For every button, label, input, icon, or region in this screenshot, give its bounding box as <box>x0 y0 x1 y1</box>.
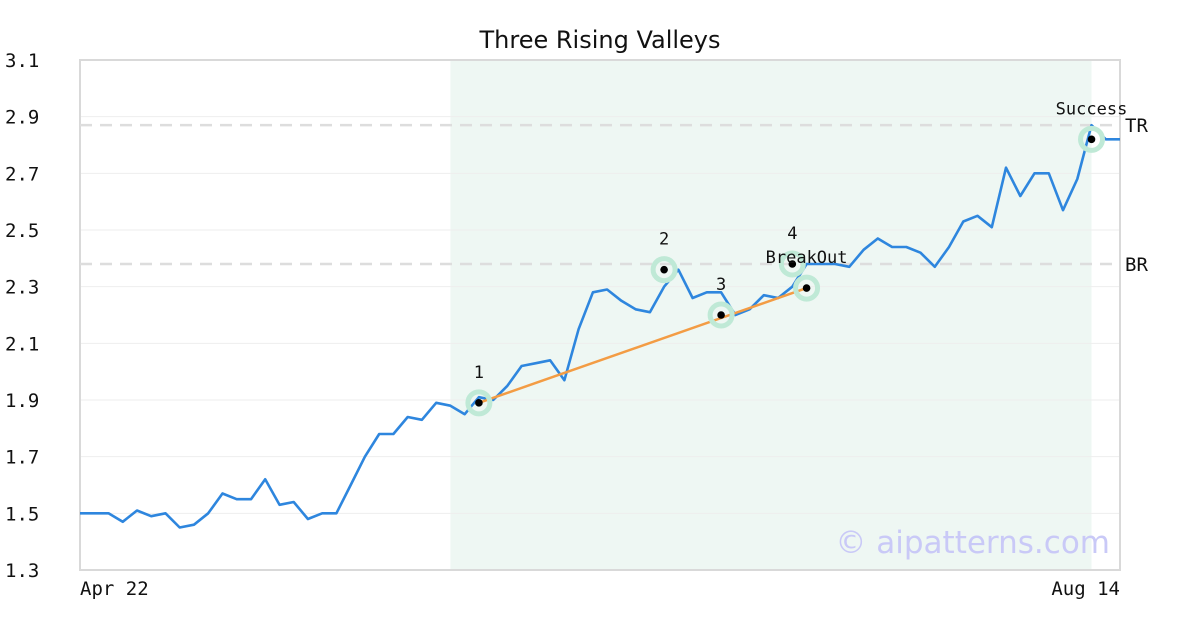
y-tick-label: 1.9 <box>5 390 39 412</box>
marker-point <box>1087 135 1096 144</box>
x-tick-label: Aug 14 <box>1051 578 1120 600</box>
marker-label: Success <box>1056 99 1128 119</box>
y-tick-label: 2.1 <box>5 333 39 355</box>
reference-label-tr: TR <box>1125 115 1148 137</box>
y-tick-label: 1.7 <box>5 447 39 469</box>
watermark: © aipatterns.com <box>835 525 1110 561</box>
marker-label: 3 <box>716 275 726 295</box>
y-tick-label: 3.1 <box>5 50 39 72</box>
y-tick-label: 2.9 <box>5 107 39 129</box>
marker-point <box>788 260 797 268</box>
marker-point <box>802 284 811 292</box>
marker-halo <box>793 274 821 302</box>
y-tick-label: 2.5 <box>5 220 39 242</box>
marker-point <box>660 265 668 274</box>
valley-trendline <box>478 286 807 405</box>
reference-label-br: BR <box>1125 254 1148 276</box>
y-tick-label: 2.3 <box>5 277 39 299</box>
marker-point <box>475 399 483 407</box>
y-tick-label: 2.7 <box>5 163 39 185</box>
marker-label: 4 <box>787 224 797 244</box>
y-tick-label: 1.3 <box>5 560 39 582</box>
y-tick-label: 1.5 <box>5 503 39 525</box>
marker-halo <box>650 256 678 284</box>
marker-label: BreakOut <box>766 248 848 268</box>
chart-title: Three Rising Valleys <box>478 26 720 54</box>
marker-halo <box>707 301 735 329</box>
plot-frame <box>79 59 1121 571</box>
marker-label: 2 <box>659 230 669 250</box>
pattern-highlight-region <box>450 60 1092 570</box>
marker-point <box>717 311 725 319</box>
x-tick-label: Apr 22 <box>80 578 149 600</box>
marker-label: 1 <box>474 363 484 383</box>
marker-halo <box>778 250 806 278</box>
marker-halo <box>1078 125 1106 153</box>
price-series-line <box>80 123 1120 529</box>
marker-halo <box>465 389 493 417</box>
